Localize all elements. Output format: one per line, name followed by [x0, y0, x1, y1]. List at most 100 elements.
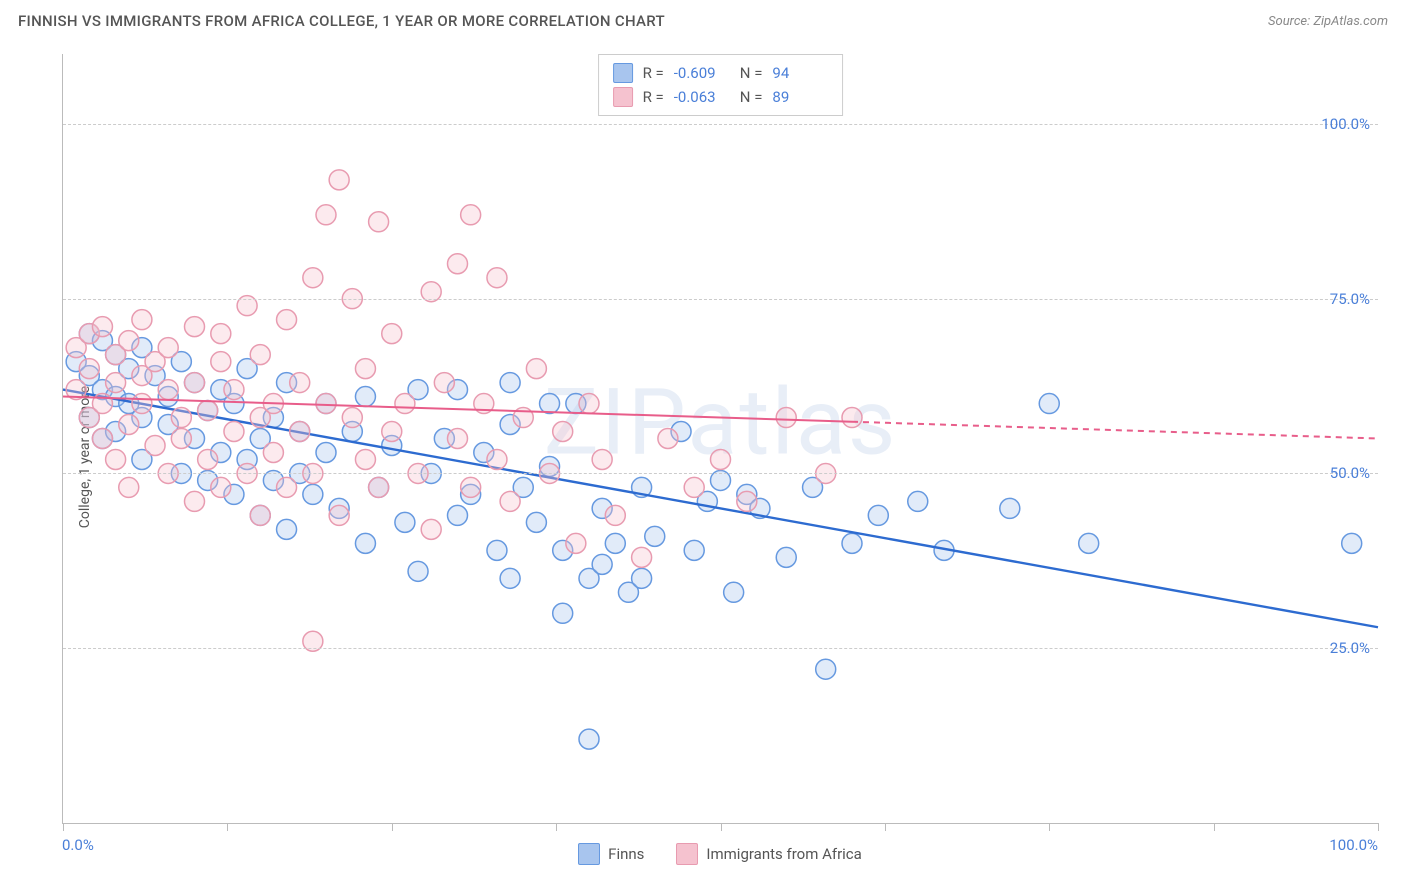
data-point: [842, 533, 862, 553]
data-point: [119, 415, 139, 435]
gridline: [63, 648, 1378, 649]
data-point: [263, 442, 283, 462]
data-point: [605, 505, 625, 525]
data-point: [632, 568, 652, 588]
data-point: [92, 317, 112, 337]
data-point: [540, 394, 560, 414]
data-point: [250, 505, 270, 525]
data-point: [316, 205, 336, 225]
x-tick: [392, 823, 393, 831]
data-point: [632, 547, 652, 567]
data-point: [816, 659, 836, 679]
scatter-svg: [63, 54, 1378, 823]
data-point: [868, 505, 888, 525]
stats-n-value: 94: [772, 64, 828, 82]
data-point: [1000, 498, 1020, 518]
x-tick: [1378, 823, 1379, 831]
data-point: [500, 568, 520, 588]
data-point: [461, 477, 481, 497]
data-point: [1079, 533, 1099, 553]
stats-n-label: N =: [740, 64, 763, 82]
data-point: [342, 408, 362, 428]
data-point: [434, 373, 454, 393]
data-point: [316, 394, 336, 414]
stats-swatch: [613, 63, 633, 83]
stats-n-value: 89: [772, 88, 828, 106]
data-point: [106, 449, 126, 469]
x-tick: [63, 823, 64, 831]
data-point: [448, 254, 468, 274]
data-point: [842, 408, 862, 428]
gridline: [63, 299, 1378, 300]
data-point: [448, 429, 468, 449]
data-point: [1039, 394, 1059, 414]
data-point: [277, 310, 297, 330]
stats-box: R =-0.609N =94R =-0.063N =89: [598, 54, 844, 116]
data-point: [487, 540, 507, 560]
data-point: [211, 352, 231, 372]
chart-container: College, 1 year or more ZIPatlas R =-0.6…: [18, 40, 1388, 874]
source-prefix: Source:: [1268, 14, 1313, 29]
legend: FinnsImmigrants from Africa: [62, 834, 1378, 874]
stats-r-value: -0.609: [674, 64, 730, 82]
data-point: [395, 512, 415, 532]
source-attribution: Source: ZipAtlas.com: [1268, 14, 1388, 29]
data-point: [487, 268, 507, 288]
data-point: [211, 477, 231, 497]
stats-r-label: R =: [643, 64, 664, 82]
data-point: [185, 373, 205, 393]
data-point: [408, 561, 428, 581]
data-point: [119, 331, 139, 351]
source-name: ZipAtlas.com: [1313, 14, 1388, 29]
y-tick-label: 25.0%: [1330, 639, 1370, 657]
data-point: [132, 394, 152, 414]
data-point: [592, 449, 612, 469]
data-point: [382, 324, 402, 344]
data-point: [277, 519, 297, 539]
trend-line-extrap: [852, 422, 1378, 439]
data-point: [185, 317, 205, 337]
data-point: [724, 582, 744, 602]
data-point: [355, 533, 375, 553]
data-point: [684, 477, 704, 497]
gridline: [63, 473, 1378, 474]
data-point: [290, 373, 310, 393]
data-point: [448, 505, 468, 525]
data-point: [658, 429, 678, 449]
legend-item: Finns: [578, 843, 644, 865]
data-point: [461, 205, 481, 225]
data-point: [369, 212, 389, 232]
plot-area: ZIPatlas R =-0.609N =94R =-0.063N =89 25…: [62, 54, 1378, 824]
data-point: [526, 359, 546, 379]
data-point: [421, 519, 441, 539]
data-point: [526, 512, 546, 532]
data-point: [1342, 533, 1362, 553]
x-tick: [556, 823, 557, 831]
data-point: [355, 387, 375, 407]
data-point: [566, 533, 586, 553]
data-point: [171, 429, 191, 449]
data-point: [329, 505, 349, 525]
x-tick: [1049, 823, 1050, 831]
stats-r-value: -0.063: [674, 88, 730, 106]
x-tick: [1214, 823, 1215, 831]
data-point: [579, 729, 599, 749]
data-point: [382, 422, 402, 442]
data-point: [171, 408, 191, 428]
data-point: [79, 359, 99, 379]
data-point: [185, 491, 205, 511]
data-point: [355, 449, 375, 469]
data-point: [908, 491, 928, 511]
data-point: [211, 324, 231, 344]
data-point: [369, 477, 389, 497]
data-point: [645, 526, 665, 546]
data-point: [277, 477, 297, 497]
data-point: [224, 380, 244, 400]
data-point: [224, 422, 244, 442]
y-tick-label: 50.0%: [1330, 464, 1370, 482]
data-point: [355, 359, 375, 379]
data-point: [605, 533, 625, 553]
data-point: [158, 380, 178, 400]
data-point: [145, 435, 165, 455]
data-point: [553, 603, 573, 623]
